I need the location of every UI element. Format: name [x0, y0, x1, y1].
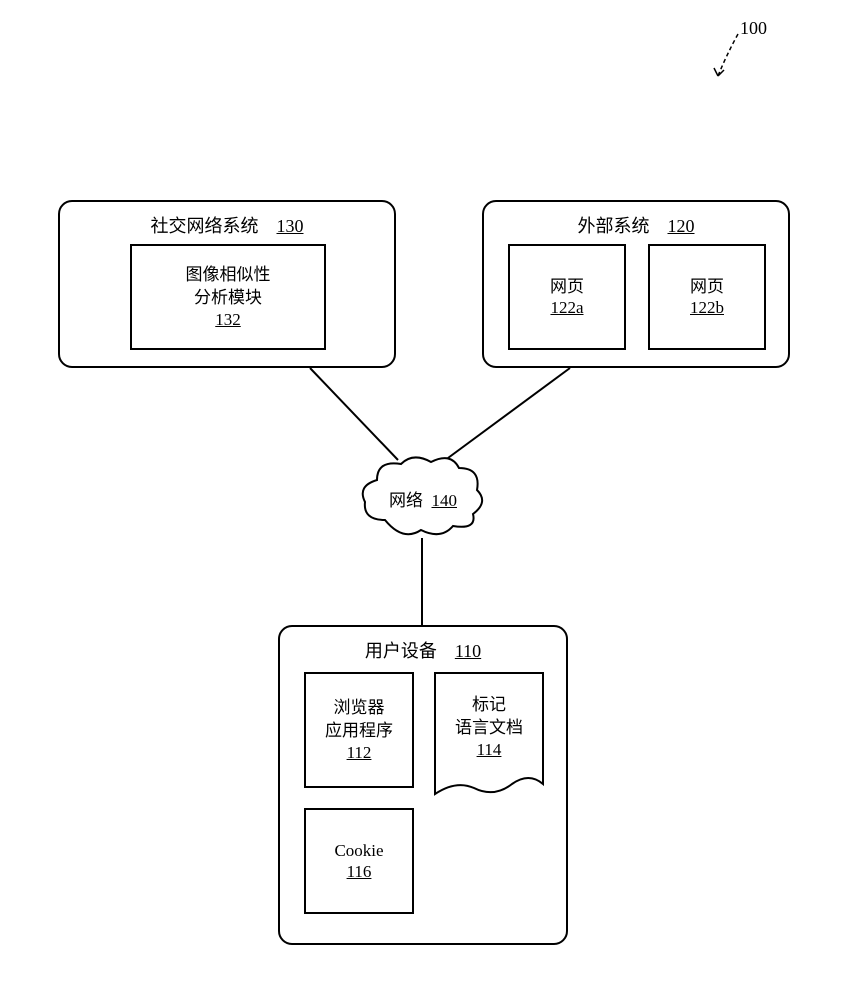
- browser-ref: 112: [347, 743, 372, 763]
- user-title-row: 用户设备 110: [280, 637, 566, 663]
- edge-external-network: [448, 368, 570, 458]
- markup-doc-box: 标记 语言文档 114: [434, 672, 544, 804]
- browser-app-box: 浏览器 应用程序 112: [304, 672, 414, 788]
- cookie-box: Cookie 116: [304, 808, 414, 914]
- markup-line2: 语言文档: [455, 717, 523, 740]
- user-ref: 110: [455, 641, 481, 661]
- markup-line1: 标记: [472, 694, 506, 717]
- user-title: 用户设备: [365, 641, 437, 661]
- cookie-label: Cookie: [334, 840, 383, 863]
- edge-social-network: [310, 368, 398, 460]
- markup-ref: 114: [477, 740, 502, 760]
- cookie-ref: 116: [347, 862, 372, 882]
- browser-line1: 浏览器: [334, 697, 385, 720]
- browser-line2: 应用程序: [325, 720, 393, 743]
